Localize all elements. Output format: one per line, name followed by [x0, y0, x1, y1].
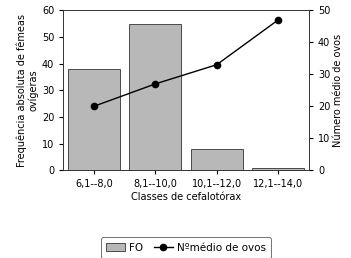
Bar	[68, 69, 120, 170]
Y-axis label: Número médio de ovos: Número médio de ovos	[333, 34, 343, 147]
Bar	[252, 168, 304, 170]
Y-axis label: Frequência absoluta de fêmeas
ovígeras: Frequência absoluta de fêmeas ovígeras	[16, 14, 39, 167]
Legend: FO, Nºmédio de ovos: FO, Nºmédio de ovos	[101, 237, 271, 258]
Bar	[129, 24, 181, 170]
Bar	[191, 149, 243, 170]
X-axis label: Classes de cefalotórax: Classes de cefalotórax	[131, 192, 241, 202]
